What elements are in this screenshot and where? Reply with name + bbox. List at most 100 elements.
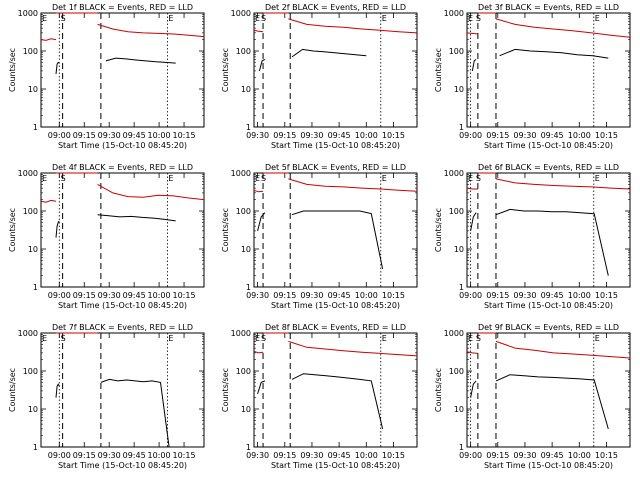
x-tick-label: 10:00 bbox=[355, 291, 378, 300]
x-tick-label: 09:30 bbox=[513, 451, 536, 460]
saa-marker-label: S bbox=[61, 14, 66, 23]
saa-marker-label: S bbox=[476, 334, 481, 343]
saa-marker-label: S bbox=[61, 334, 66, 343]
y-tick-label: 1000 bbox=[444, 169, 464, 178]
saa-marker-label: S bbox=[476, 14, 481, 23]
x-tick-label: 09:15 bbox=[273, 131, 296, 140]
panel-title: Det 1f BLACK = Events, RED = LLD bbox=[52, 3, 193, 12]
x-axis-label: Start Time (15-Oct-10 08:45:20) bbox=[484, 461, 613, 470]
events-series-line bbox=[105, 57, 176, 64]
plot-frame bbox=[466, 12, 631, 128]
x-axis-label: Start Time (15-Oct-10 08:45:20) bbox=[58, 461, 187, 470]
x-tick-label: 10:00 bbox=[355, 451, 378, 460]
x-tick-label: 10:15 bbox=[173, 131, 196, 140]
x-tick-label: 09:30 bbox=[300, 131, 323, 140]
x-axis-label: Start Time (15-Oct-10 08:45:20) bbox=[484, 301, 613, 310]
y-tick-label: 100 bbox=[23, 207, 38, 216]
x-tick-label: 10:15 bbox=[173, 451, 196, 460]
x-tick-label: 10:00 bbox=[568, 131, 591, 140]
x-tick-label: 09:00 bbox=[459, 291, 482, 300]
lld-series-line bbox=[253, 29, 264, 33]
eclipse-marker-label: E bbox=[255, 14, 260, 23]
events-series-line bbox=[97, 214, 176, 222]
y-tick-label: 10 bbox=[28, 85, 38, 94]
y-tick-label: 10 bbox=[454, 405, 464, 414]
y-axis-label: Counts/sec bbox=[221, 48, 230, 92]
eclipse-marker-label: E bbox=[382, 174, 387, 183]
y-axis-label: Counts/sec bbox=[434, 368, 443, 412]
panel-title: Det 2f BLACK = Events, RED = LLD bbox=[265, 3, 406, 12]
saa-marker-label: S bbox=[261, 174, 266, 183]
x-tick-label: 09:00 bbox=[48, 291, 71, 300]
x-tick-label: 10:15 bbox=[382, 451, 405, 460]
eclipse-marker-label: E bbox=[595, 174, 600, 183]
x-tick-label: 10:00 bbox=[148, 131, 171, 140]
panel-title: Det 3f BLACK = Events, RED = LLD bbox=[478, 3, 619, 12]
y-tick-label: 1 bbox=[459, 283, 464, 292]
saa-marker-label: S bbox=[61, 174, 66, 183]
lld-series-line bbox=[253, 350, 264, 354]
x-tick-label: 09:15 bbox=[73, 131, 96, 140]
eclipse-marker-label: E bbox=[42, 14, 47, 23]
y-tick-label: 100 bbox=[236, 47, 251, 56]
x-tick-label: 09:45 bbox=[541, 131, 564, 140]
events-series-line bbox=[100, 378, 170, 448]
events-series-line bbox=[55, 220, 60, 238]
eclipse-marker-label: E bbox=[42, 174, 47, 183]
y-axis-label: Counts/sec bbox=[8, 48, 17, 92]
y-tick-label: 1000 bbox=[231, 169, 251, 178]
x-axis-label: Start Time (15-Oct-10 08:45:20) bbox=[271, 461, 400, 470]
events-series-line bbox=[471, 59, 477, 71]
detector-panel-1: Det 1f BLACK = Events, RED = LLD 1 10 100 10… bbox=[8, 3, 205, 150]
x-tick-label: 09:00 bbox=[459, 131, 482, 140]
x-axis-label: Start Time (15-Oct-10 08:45:20) bbox=[271, 141, 400, 150]
panel-title: Det 8f BLACK = Events, RED = LLD bbox=[265, 323, 406, 332]
y-axis-label: Counts/sec bbox=[434, 208, 443, 252]
eclipse-marker-label: E bbox=[168, 334, 173, 343]
y-tick-label: 100 bbox=[449, 367, 464, 376]
eclipse-marker-label: E bbox=[595, 14, 600, 23]
panel-title: Det 6f BLACK = Events, RED = LLD bbox=[478, 163, 619, 172]
y-axis-label: Counts/sec bbox=[8, 368, 17, 412]
eclipse-marker-label: E bbox=[468, 334, 473, 343]
detector-panel-3: Det 3f BLACK = Events, RED = LLD 1 10 100 10… bbox=[434, 3, 631, 150]
y-tick-label: 100 bbox=[449, 207, 464, 216]
lld-series-line bbox=[495, 340, 631, 359]
x-axis-label: Start Time (15-Oct-10 08:45:20) bbox=[58, 141, 187, 150]
y-tick-label: 1 bbox=[246, 443, 251, 452]
plot-frame bbox=[40, 332, 205, 448]
y-tick-label: 1 bbox=[33, 123, 38, 132]
x-tick-label: 09:00 bbox=[459, 451, 482, 460]
detector-panel-9: Det 9f BLACK = Events, RED = LLD 1 10 100 10… bbox=[434, 323, 631, 470]
saa-marker-label: S bbox=[476, 174, 481, 183]
detector-panel-7: Det 7f BLACK = Events, RED = LLD 1 10 100 10… bbox=[8, 323, 205, 470]
x-tick-label: 09:15 bbox=[486, 291, 509, 300]
events-series-line bbox=[257, 212, 266, 232]
x-tick-label: 10:15 bbox=[382, 291, 405, 300]
y-tick-label: 10 bbox=[454, 245, 464, 254]
eclipse-marker-label: E bbox=[468, 174, 473, 183]
eclipse-marker-label: E bbox=[595, 334, 600, 343]
saa-marker-label: S bbox=[261, 14, 266, 23]
lld-series-line bbox=[288, 340, 418, 357]
lld-series-line bbox=[40, 38, 57, 41]
plot-frame bbox=[40, 172, 205, 288]
x-tick-label: 09:15 bbox=[73, 451, 96, 460]
y-tick-label: 1000 bbox=[444, 329, 464, 338]
x-tick-label: 09:45 bbox=[123, 451, 146, 460]
x-tick-label: 09:30 bbox=[246, 131, 269, 140]
x-tick-label: 09:15 bbox=[486, 131, 509, 140]
x-tick-label: 10:00 bbox=[148, 291, 171, 300]
lld-series-line bbox=[40, 199, 57, 203]
y-tick-label: 10 bbox=[241, 245, 251, 254]
eclipse-marker-label: E bbox=[382, 14, 387, 23]
lld-series-line bbox=[495, 18, 631, 38]
detector-panel-6: Det 6f BLACK = Events, RED = LLD 1 10 100 10… bbox=[434, 163, 631, 310]
x-tick-label: 09:30 bbox=[98, 291, 121, 300]
x-tick-label: 09:30 bbox=[513, 131, 536, 140]
plot-frame bbox=[466, 332, 631, 448]
y-tick-label: 1 bbox=[459, 123, 464, 132]
y-tick-label: 10 bbox=[454, 85, 464, 94]
eclipse-marker-label: E bbox=[42, 334, 47, 343]
